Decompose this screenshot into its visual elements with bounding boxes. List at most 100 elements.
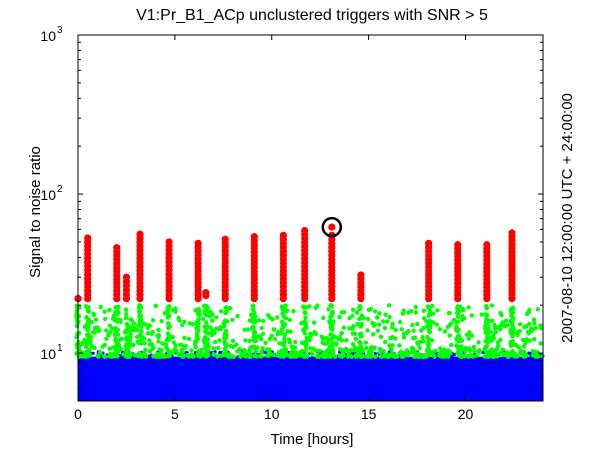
mid-snr-point <box>482 354 487 359</box>
mid-snr-point <box>163 342 169 347</box>
mid-snr-point <box>181 354 186 359</box>
mid-snr-point <box>420 335 425 340</box>
mid-snr-point <box>445 324 450 330</box>
mid-snr-point <box>210 312 215 317</box>
mid-snr-point <box>208 325 213 330</box>
x-tick-label: 5 <box>171 406 179 422</box>
x-tick-label: 10 <box>264 406 280 422</box>
mid-snr-point <box>530 353 536 358</box>
mid-snr-point <box>489 335 494 340</box>
mid-snr-point <box>359 313 365 318</box>
mid-snr-point <box>189 348 194 353</box>
mid-snr-point <box>89 344 95 350</box>
mid-snr-point <box>74 323 80 329</box>
mid-snr-point <box>410 322 415 328</box>
mid-snr-point <box>426 349 432 355</box>
mid-snr-point <box>98 304 103 310</box>
mid-snr-point <box>125 328 131 333</box>
mid-snr-point <box>350 313 355 319</box>
mid-snr-point <box>427 321 433 327</box>
mid-snr-point <box>251 324 256 330</box>
mid-snr-point <box>531 337 537 342</box>
mid-snr-point <box>510 325 515 331</box>
mid-snr-point <box>412 354 417 359</box>
y-tick-exponent: 1 <box>57 343 63 354</box>
mid-snr-point <box>313 305 319 311</box>
mid-snr-point <box>538 323 543 328</box>
mid-snr-point <box>259 325 264 331</box>
mid-snr-point <box>124 350 130 356</box>
mid-snr-point <box>350 326 355 331</box>
mid-snr-point <box>137 314 142 319</box>
mid-snr-point <box>336 337 341 342</box>
mid-snr-point <box>489 353 494 359</box>
mid-snr-point <box>242 327 247 333</box>
mid-snr-point <box>411 335 416 341</box>
low-snr-point <box>528 351 532 355</box>
mid-snr-point <box>427 329 433 335</box>
y-axis-label: Signal to noise ratio <box>27 146 44 278</box>
mid-snr-point <box>251 353 257 359</box>
mid-snr-point <box>153 303 159 309</box>
mid-snr-point <box>307 304 312 309</box>
mid-snr-point <box>202 335 208 340</box>
y-tick-exponent: 3 <box>57 25 63 36</box>
mid-snr-point <box>477 348 482 353</box>
mid-snr-point <box>357 350 362 356</box>
mid-snr-point <box>399 354 404 359</box>
mid-snr-point <box>413 304 418 310</box>
mid-snr-point <box>427 309 433 315</box>
mid-snr-point <box>397 343 402 348</box>
mid-snr-point <box>375 315 380 320</box>
mid-snr-point <box>463 345 469 351</box>
mid-snr-point <box>535 307 541 312</box>
mid-snr-point <box>138 328 144 334</box>
mid-snr-point <box>269 333 274 338</box>
high-snr-point <box>202 289 210 297</box>
x-axis-label: Time [hours] <box>271 431 354 448</box>
mid-snr-point <box>456 333 461 338</box>
mid-snr-point <box>291 349 296 355</box>
mid-snr-point <box>170 307 176 313</box>
mid-snr-point <box>490 318 495 324</box>
mid-snr-point <box>484 316 489 321</box>
mid-snr-point <box>303 348 309 353</box>
mid-snr-point <box>445 354 451 359</box>
mid-snr-point <box>76 339 81 345</box>
mid-snr-point <box>171 340 177 345</box>
mid-snr-point <box>518 351 523 356</box>
mid-snr-point <box>363 340 369 345</box>
mid-snr-point <box>358 345 364 351</box>
mid-snr-point <box>381 348 386 354</box>
mid-snr-point <box>498 337 503 343</box>
mid-snr-point <box>364 345 369 351</box>
right-time-label: 2007-08-10 12:00:00 UTC + 24:00:00 <box>559 93 576 343</box>
mid-snr-point <box>497 350 503 356</box>
mid-snr-point <box>200 316 206 322</box>
mid-snr-point <box>223 343 229 349</box>
high-snr-point <box>122 273 131 281</box>
mid-snr-point <box>467 353 472 359</box>
mid-snr-point <box>386 303 392 308</box>
mid-snr-point <box>421 316 427 321</box>
mid-snr-point <box>421 354 426 359</box>
mid-snr-point <box>282 332 288 337</box>
mid-snr-point <box>156 327 161 332</box>
mid-snr-point <box>373 354 378 359</box>
x-tick-label: 0 <box>74 406 82 422</box>
mid-snr-point <box>216 326 222 332</box>
high-snr-point <box>301 226 309 235</box>
mid-snr-point <box>347 316 352 321</box>
mid-snr-point <box>425 334 430 340</box>
mid-snr-point <box>250 319 256 325</box>
mid-snr-point <box>106 332 111 338</box>
mid-snr-point <box>521 354 527 359</box>
mid-snr-point <box>129 328 134 333</box>
low-snr-point <box>481 350 485 355</box>
mid-snr-point <box>378 334 384 339</box>
mid-snr-point <box>498 310 503 316</box>
mid-snr-point <box>408 308 414 314</box>
mid-snr-point <box>190 321 195 327</box>
mid-snr-point <box>147 323 152 328</box>
mid-snr-point <box>393 354 399 359</box>
